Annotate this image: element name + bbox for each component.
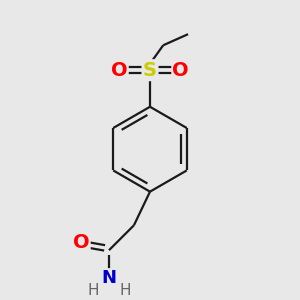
Text: H: H xyxy=(87,283,99,298)
Text: O: O xyxy=(111,61,128,80)
Text: S: S xyxy=(143,61,157,80)
Text: O: O xyxy=(172,61,189,80)
Text: N: N xyxy=(101,269,116,287)
Text: O: O xyxy=(73,233,89,252)
Text: H: H xyxy=(119,283,131,298)
